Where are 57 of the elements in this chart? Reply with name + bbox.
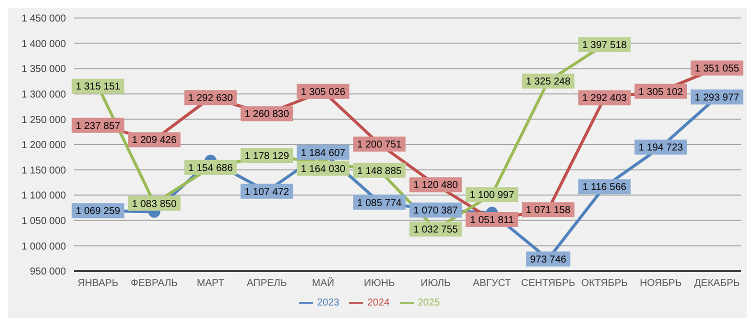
data-label: 1 351 055 bbox=[694, 64, 740, 75]
x-tick-label: АПРЕЛЬ bbox=[246, 278, 288, 290]
data-label: 1 032 755 bbox=[413, 224, 458, 236]
x-tick-label: ИЮНЬ bbox=[364, 278, 396, 290]
data-label: 1 184 607 bbox=[300, 148, 346, 159]
x-tick-label: МАЙ bbox=[312, 276, 334, 290]
data-label: 1 070 387 bbox=[413, 206, 458, 217]
x-tick-label: МАРТ bbox=[196, 278, 224, 290]
x-tick-label: НОЯБРЬ bbox=[640, 278, 682, 290]
legend-label: 2023 bbox=[317, 298, 340, 309]
x-tick-label: СЕНТЯБРЬ bbox=[521, 278, 576, 290]
data-label: 1 305 026 bbox=[300, 86, 346, 98]
y-tick-label: 1 150 000 bbox=[22, 165, 66, 176]
y-tick-label: 1 300 000 bbox=[22, 89, 66, 100]
data-label: 1 397 518 bbox=[582, 40, 628, 52]
x-tick-label: ДЕКАБРЬ bbox=[694, 278, 740, 290]
data-label: 1 148 885 bbox=[357, 166, 402, 177]
data-label: 1 260 830 bbox=[244, 109, 290, 120]
x-tick-label: ЯНВАРЬ bbox=[78, 278, 119, 290]
data-label: 1 120 480 bbox=[413, 180, 458, 192]
y-tick-label: 1 050 000 bbox=[22, 216, 66, 227]
legend-label: 2024 bbox=[367, 298, 390, 309]
data-label: 1 116 566 bbox=[582, 182, 627, 194]
y-tick-label: 1 450 000 bbox=[22, 14, 66, 25]
data-label: 1 178 129 bbox=[244, 151, 290, 162]
data-label: 1 154 686 bbox=[188, 162, 234, 174]
data-label: 1 083 850 bbox=[132, 198, 177, 210]
y-tick-label: 1 100 000 bbox=[22, 190, 66, 202]
data-label: 1 305 102 bbox=[638, 86, 684, 98]
data-label: 1 315 151 bbox=[76, 82, 121, 93]
data-label: 1 071 158 bbox=[526, 205, 571, 216]
y-tick-label: 1 200 000 bbox=[22, 140, 66, 152]
data-label: 1 200 751 bbox=[357, 140, 402, 151]
data-label: 1 069 259 bbox=[76, 206, 121, 218]
data-label: 1 085 774 bbox=[357, 198, 402, 209]
data-label: 1 051 811 bbox=[470, 214, 514, 226]
data-label: 1 209 426 bbox=[132, 135, 177, 146]
y-tick-label: 950 000 bbox=[30, 266, 66, 278]
data-label: 1 325 248 bbox=[526, 76, 571, 88]
data-label: 1 292 403 bbox=[582, 93, 628, 104]
data-label: 1 293 977 bbox=[694, 92, 740, 104]
y-tick-label: 1 000 000 bbox=[22, 241, 66, 252]
x-tick-label: ФЕВРАЛЬ bbox=[130, 278, 178, 290]
x-tick-label: ИЮЛЬ bbox=[420, 278, 452, 290]
x-tick-label: ОКТЯБРЬ bbox=[581, 278, 628, 290]
x-tick-label: АВГУСТ bbox=[472, 278, 511, 290]
data-label: 1 237 857 bbox=[76, 120, 121, 132]
legend-label: 2025 bbox=[418, 298, 440, 309]
data-label: 1 100 997 bbox=[470, 190, 515, 202]
data-label: 1 107 472 bbox=[244, 186, 290, 198]
data-label: 1 194 723 bbox=[638, 142, 684, 154]
data-label: 973 746 bbox=[530, 254, 567, 266]
y-tick-label: 1 350 000 bbox=[22, 64, 66, 76]
y-tick-label: 1 400 000 bbox=[22, 38, 66, 50]
data-label: 1 164 030 bbox=[300, 164, 346, 175]
data-label: 1 292 630 bbox=[188, 93, 234, 104]
y-tick-label: 1 250 000 bbox=[22, 114, 66, 126]
